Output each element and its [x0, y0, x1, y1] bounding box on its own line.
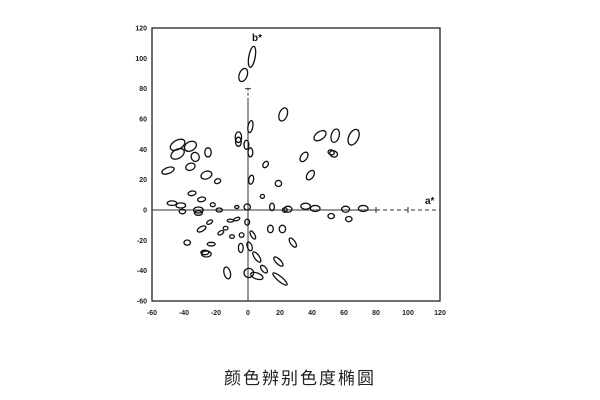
x-tick-label: 80 — [372, 310, 380, 317]
discrimination-ellipse — [243, 139, 250, 150]
discrimination-ellipse — [206, 219, 214, 226]
discrimination-ellipse — [175, 202, 187, 209]
discrimination-ellipse — [217, 229, 225, 236]
discrimination-ellipse — [192, 206, 204, 214]
x-tick-label: -60 — [147, 310, 157, 317]
y-tick-label: 20 — [139, 177, 147, 184]
discrimination-ellipse — [234, 136, 242, 147]
x-tick-label: -20 — [211, 310, 221, 317]
discrimination-ellipse — [204, 147, 212, 158]
discrimination-ellipse — [234, 131, 243, 144]
discrimination-ellipse — [327, 212, 336, 220]
ellipse-chart: -60 -40 -20 0 20 40 60 80 100 120 -60 -40 -20 0 20 40 60… — [135, 26, 446, 318]
plot-frame — [151, 27, 441, 302]
x-tick-label: 100 — [402, 310, 414, 317]
discrimination-ellipse — [273, 256, 284, 267]
discrimination-ellipse — [281, 207, 288, 213]
y-tick-label: 60 — [139, 117, 147, 124]
x-axis-label: a* — [425, 196, 435, 207]
discrimination-ellipse — [213, 178, 222, 185]
discrimination-ellipse — [228, 234, 236, 240]
x-tick-label: 0 — [246, 310, 250, 317]
discrimination-ellipse — [259, 193, 266, 199]
discrimination-ellipse — [357, 204, 369, 213]
y-tick-label: 40 — [139, 147, 147, 154]
discrimination-ellipse — [200, 170, 213, 180]
discrimination-ellipse — [183, 140, 198, 153]
discrimination-ellipse — [200, 249, 210, 256]
discrimination-ellipse — [313, 129, 327, 142]
discrimination-ellipse — [305, 169, 316, 181]
discrimination-ellipse — [309, 204, 321, 213]
discrimination-ellipse — [196, 225, 207, 233]
discrimination-ellipse — [283, 205, 293, 213]
discrimination-ellipse — [249, 230, 257, 240]
discrimination-ellipse — [272, 272, 288, 286]
discrimination-ellipse — [190, 151, 200, 163]
discrimination-ellipse — [347, 128, 360, 146]
discrimination-ellipse — [300, 202, 312, 210]
discrimination-ellipse — [185, 162, 196, 172]
y-tick-label: 80 — [139, 86, 147, 93]
discrimination-ellipse — [278, 107, 289, 122]
discrimination-ellipse — [166, 200, 178, 207]
discrimination-ellipse — [248, 174, 255, 185]
discrimination-ellipse — [238, 67, 249, 83]
discrimination-ellipse — [183, 239, 192, 246]
x-tick-label: -40 — [179, 310, 189, 317]
y-tick-label: -60 — [137, 299, 147, 306]
discrimination-ellipse — [247, 147, 254, 158]
discrimination-ellipse — [206, 241, 216, 247]
discrimination-ellipse — [299, 151, 309, 163]
discrimination-ellipse — [246, 241, 253, 252]
discrimination-ellipse — [237, 242, 244, 254]
x-tick-label: 40 — [308, 310, 316, 317]
discrimination-ellipse — [244, 218, 251, 226]
discrimination-ellipse — [327, 149, 335, 156]
discrimination-ellipse — [252, 251, 262, 263]
discrimination-ellipse — [247, 45, 257, 68]
discrimination-ellipse — [243, 203, 252, 211]
discrimination-ellipse — [193, 210, 204, 216]
discrimination-ellipse — [223, 266, 232, 280]
y-tick-label: -20 — [137, 238, 147, 245]
discrimination-ellipse — [329, 150, 339, 158]
discrimination-ellipse — [259, 264, 269, 274]
discrimination-ellipse — [288, 237, 298, 248]
y-axis-label: b* — [252, 33, 262, 44]
discrimination-ellipse — [268, 202, 276, 212]
discrimination-ellipse — [215, 207, 224, 213]
discrimination-ellipse — [274, 179, 283, 188]
figure-caption: 颜色辨别色度椭圆 — [224, 369, 376, 389]
discrimination-ellipse — [222, 225, 229, 231]
discrimination-ellipse — [234, 204, 240, 210]
discrimination-ellipse — [262, 160, 270, 169]
discrimination-ellipse — [278, 224, 287, 234]
discrimination-ellipse — [233, 216, 241, 222]
discrimination-ellipse — [243, 267, 255, 279]
discrimination-ellipse — [178, 208, 187, 215]
discrimination-ellipse — [344, 215, 353, 223]
x-tick-label: 20 — [276, 310, 284, 317]
x-tick-label: 120 — [434, 310, 446, 317]
discrimination-ellipse — [209, 202, 216, 208]
discrimination-ellipse — [196, 196, 207, 203]
discrimination-ellipse — [238, 232, 245, 238]
discrimination-ellipse — [226, 218, 235, 223]
y-tick-label: 120 — [135, 26, 147, 33]
y-tick-label: -40 — [137, 268, 147, 275]
discrimination-ellipse — [330, 128, 341, 144]
discrimination-ellipse — [170, 147, 185, 160]
discrimination-ellipse — [250, 271, 264, 281]
x-tick-label: 60 — [340, 310, 348, 317]
discrimination-ellipse — [340, 205, 351, 213]
y-tick-label: 0 — [143, 208, 147, 215]
y-tick-label: 100 — [135, 56, 147, 63]
discrimination-ellipse — [187, 190, 197, 197]
discrimination-ellipse — [266, 224, 274, 234]
discrimination-ellipse — [247, 119, 254, 134]
discrimination-ellipse — [161, 166, 175, 175]
